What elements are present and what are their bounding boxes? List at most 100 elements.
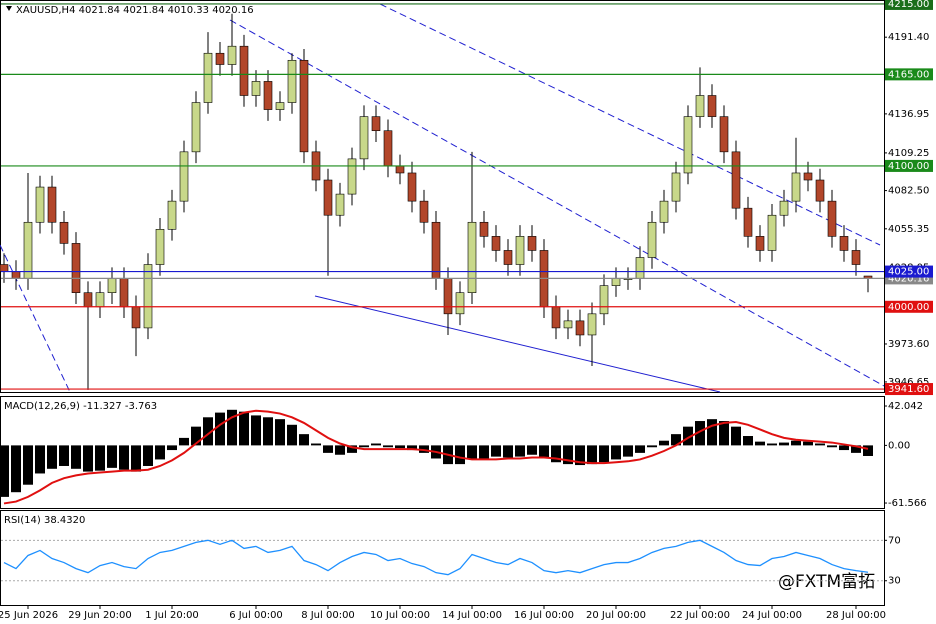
macd-bar (35, 445, 45, 474)
candle-body (167, 200, 177, 230)
candle-body (299, 59, 309, 153)
candle-body (611, 278, 621, 286)
macd-bar (527, 445, 537, 455)
candle-body (491, 236, 501, 251)
candle-body (791, 172, 801, 202)
watermark: @FXTM富拓 (778, 572, 875, 592)
candle-body (239, 45, 249, 96)
candle-body (731, 151, 741, 209)
macd-bar (563, 445, 573, 465)
macd-bar (755, 441, 765, 446)
trendline (379, 3, 881, 246)
main-frame (0, 0, 885, 393)
candle-body (431, 221, 441, 279)
rsi-frame (0, 510, 885, 606)
macd-bar (131, 445, 141, 472)
signal-line (3, 409, 869, 505)
x-tick-label: 6 Jul 00:00 (229, 610, 283, 621)
y-tick-label: 4055.35 (888, 224, 929, 235)
trendline (0, 244, 71, 393)
level-label: 4100.00 (888, 161, 929, 172)
level-label-box (885, 68, 933, 81)
x-tick-label: 10 Jul 00:00 (370, 610, 430, 621)
macd-bar (311, 443, 321, 446)
candle-body (803, 172, 813, 181)
candle-body (503, 250, 513, 265)
y-tick-label: 70 (888, 535, 901, 546)
macd-bar (479, 445, 489, 459)
x-tick-label: 8 Jul 00:00 (301, 610, 355, 621)
macd-bar (203, 417, 213, 446)
symbol-icon (6, 6, 12, 11)
level-label-box (885, 159, 933, 172)
candle-body (551, 306, 561, 329)
candle-body (71, 243, 81, 293)
macd-bar (407, 445, 417, 451)
macd-bar (107, 445, 117, 468)
macd-bar (11, 445, 21, 493)
candle-body (287, 59, 297, 103)
macd-bar (515, 445, 525, 457)
macd-bar (551, 445, 561, 463)
macd-bar (707, 419, 717, 446)
level-label: 3941.60 (888, 384, 929, 395)
macd-bar (503, 445, 513, 458)
macd-bar (827, 445, 837, 448)
candle-body (215, 52, 225, 65)
candle-body (527, 236, 537, 251)
candle-body (707, 95, 717, 117)
candle-body (851, 250, 861, 265)
candle-body (383, 130, 393, 167)
macd-bar (335, 445, 345, 455)
candle-body (371, 116, 381, 132)
macd-bar (683, 426, 693, 446)
rsi-line (3, 539, 869, 576)
candle-body (35, 186, 45, 223)
candle-body (647, 221, 657, 258)
level-label-box (885, 383, 933, 396)
candle-body (827, 200, 837, 237)
candle-body (131, 306, 141, 329)
candle-body (359, 116, 369, 160)
x-tick-label: 20 Jul 00:00 (586, 610, 646, 621)
level-label-box (885, 265, 933, 278)
candle-body (587, 313, 597, 336)
candle-body (227, 45, 237, 65)
macd-bar (671, 434, 681, 446)
macd-bar (803, 441, 813, 446)
macd-bar (539, 445, 549, 459)
level-label-box (885, 0, 933, 10)
x-tick-label: 16 Jul 00:00 (514, 610, 574, 621)
x-tick-label: 1 Jul 20:00 (145, 610, 199, 621)
candle-body (419, 200, 429, 223)
y-tick-label: 3973.60 (888, 339, 929, 350)
macd-bar (95, 445, 105, 471)
candle-body (755, 236, 765, 251)
candle-body (203, 52, 213, 103)
level-label: 4020.16 (888, 273, 929, 284)
x-tick-label: 29 Jun 20:00 (68, 610, 132, 621)
macd-bar (815, 443, 825, 446)
macd-bar (227, 409, 237, 446)
candle-body (695, 95, 705, 117)
macd-bar (275, 419, 285, 446)
macd-bar (611, 445, 621, 460)
candle-body (671, 172, 681, 202)
macd-bar (851, 445, 861, 453)
y-tick-label: 4109.25 (888, 148, 929, 159)
candle-body (191, 102, 201, 153)
candle-body (263, 81, 273, 110)
candle-body (179, 151, 189, 202)
x-tick-label: 25 Jun 2026 (0, 610, 58, 621)
macd-bar (719, 421, 729, 446)
macd-bar (647, 445, 657, 448)
macd-bar (263, 417, 273, 446)
macd-bar (575, 445, 585, 466)
macd-bar (839, 445, 849, 451)
macd-bar (323, 445, 333, 453)
macd-bar (863, 445, 873, 456)
y-tick-label: 0.00 (888, 440, 910, 451)
macd-bar (179, 437, 189, 446)
candle-body (719, 116, 729, 153)
candle-body (395, 165, 405, 174)
